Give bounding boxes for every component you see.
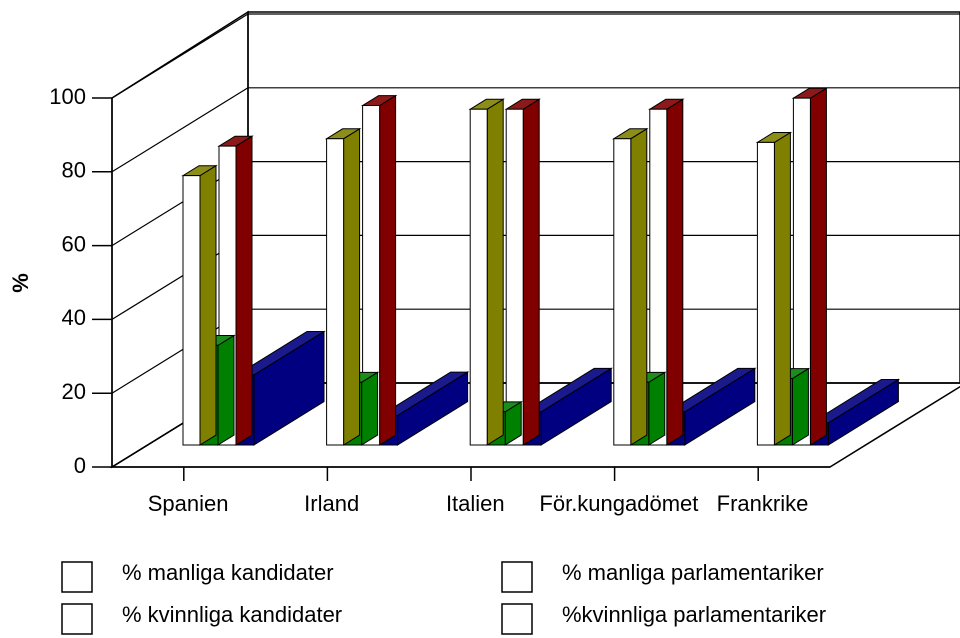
- legend-swatch: [501, 603, 533, 635]
- grid-line: [111, 13, 249, 99]
- bar: [360, 94, 398, 446]
- y-axis-label: %: [8, 273, 33, 293]
- bar-side: [199, 164, 217, 446]
- bar-side: [217, 334, 235, 446]
- bar: [468, 98, 505, 446]
- bar-side: [379, 94, 397, 446]
- bar-side: [773, 131, 791, 446]
- bar: [522, 367, 613, 446]
- bar: [324, 127, 362, 446]
- y-tick-label: 80: [62, 158, 86, 183]
- bar: [504, 98, 541, 446]
- x-tick-label: Irland: [304, 491, 359, 516]
- grid-line: [111, 87, 249, 173]
- bar-side: [235, 135, 253, 446]
- bar-front: [182, 175, 201, 446]
- bar-front: [756, 141, 775, 446]
- legend-swatch: [61, 561, 93, 593]
- bar-front: [792, 97, 811, 446]
- bar-side: [361, 371, 379, 446]
- y-tick-label: 100: [49, 84, 86, 109]
- bar-front: [649, 108, 668, 446]
- bar-side: [791, 367, 809, 446]
- bar: [648, 98, 685, 446]
- legend-swatch: [61, 603, 93, 635]
- bar-side: [666, 98, 684, 446]
- legend-label: % manliga kandidater: [122, 560, 334, 585]
- bar-side: [809, 87, 827, 446]
- legend-swatch: [501, 561, 533, 593]
- y-tick-label: 20: [62, 379, 86, 404]
- legend-label: % manliga parlamentariker: [562, 560, 824, 585]
- bar: [612, 127, 649, 446]
- bar-front: [469, 108, 488, 446]
- bar-front: [362, 105, 381, 446]
- y-tick-label: 40: [62, 305, 86, 330]
- bar-front: [505, 108, 524, 446]
- bar-side: [630, 127, 648, 446]
- bar-side: [486, 98, 504, 446]
- legend-label: % kvinnliga kandidater: [122, 602, 342, 627]
- bar-side: [648, 371, 666, 446]
- bar-side: [343, 127, 361, 446]
- bar-front: [326, 138, 345, 446]
- x-tick-label: Italien: [446, 491, 505, 516]
- y-tick-label: 60: [62, 231, 86, 256]
- legend-label: %kvinnliga parlamentariker: [562, 602, 826, 627]
- bar: [181, 164, 218, 446]
- x-tick-label: För.kungadömet: [539, 491, 698, 516]
- bar: [755, 131, 793, 446]
- bar-side: [522, 98, 540, 446]
- x-tick-label: Spanien: [148, 491, 229, 516]
- bar-front: [613, 138, 632, 446]
- x-tick-label: Frankrike: [717, 491, 809, 516]
- bar: [791, 87, 829, 446]
- y-tick-label: 0: [74, 453, 86, 478]
